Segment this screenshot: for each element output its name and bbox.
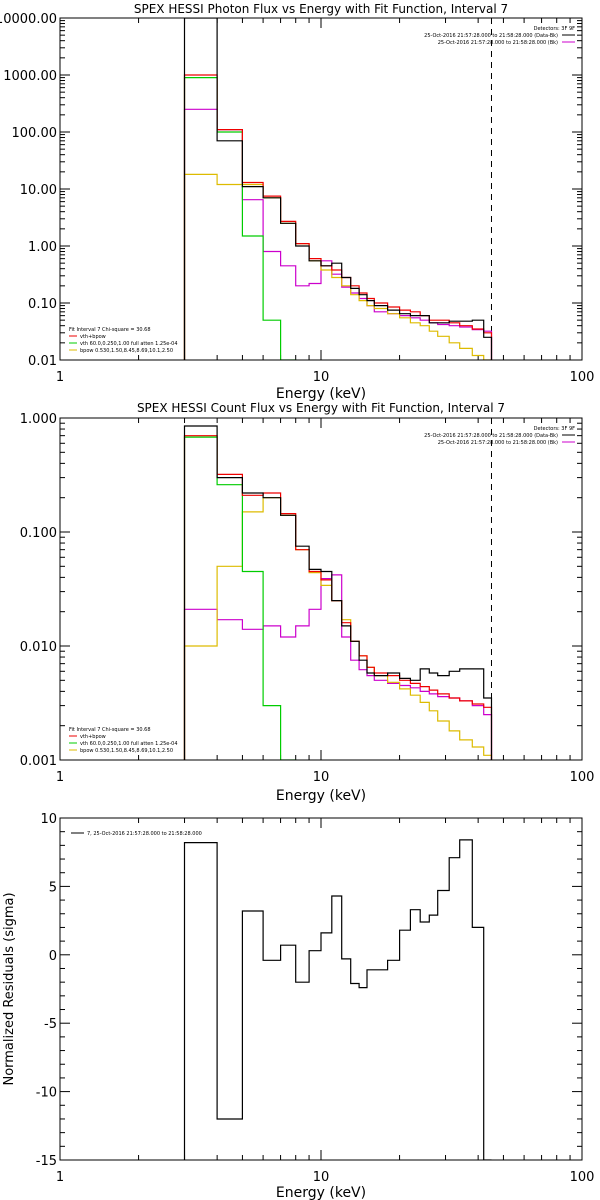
series-data xyxy=(183,839,492,1160)
x-tick-label: 1 xyxy=(56,1170,64,1185)
legend-entry: vth 60.0,0.250,1.00 full atten 1.25e-04 xyxy=(80,341,178,347)
x-tick-label: 10 xyxy=(313,770,330,785)
legend-entry: bpow 0.530,1.50,8.45,8.69,10.1,2.50 xyxy=(80,748,173,754)
x-tick-label: 1 xyxy=(56,770,64,785)
y-tick-label: 100.00 xyxy=(12,126,58,141)
y-tick-label: -15 xyxy=(36,1154,57,1169)
y-tick-label: 0 xyxy=(49,949,57,964)
y-tick-label: 0.10 xyxy=(28,297,57,312)
y-tick-label: -5 xyxy=(44,1017,57,1032)
y-tick-label: 1000.00 xyxy=(3,69,57,84)
chart-title: SPEX HESSI Photon Flux vs Energy with Fi… xyxy=(134,2,508,16)
y-tick-label: 5 xyxy=(49,880,57,895)
legend-fit-info: Fit Interval 7 Chi-square = 30.68 xyxy=(69,327,151,333)
x-tick-label: 10 xyxy=(313,1170,330,1185)
series-data xyxy=(183,18,493,360)
y-tick-label: 10 xyxy=(40,812,57,827)
legend-entry: vth+bpow xyxy=(80,734,106,740)
y-tick-label: 10.00 xyxy=(20,183,57,198)
series-total xyxy=(183,74,493,360)
legend-fit-info: Fit Interval 7 Chi-square = 30.68 xyxy=(69,727,151,733)
plot-frame xyxy=(59,17,583,361)
legend-title: Detectors: 3F 9F xyxy=(534,26,575,32)
y-tick-label: 10000.00 xyxy=(0,12,57,27)
y-tick-label: 0.010 xyxy=(20,640,57,655)
series-vth xyxy=(183,436,296,760)
series-bpow xyxy=(183,173,492,360)
series-background xyxy=(183,574,493,760)
chart-panel-1: SPEX HESSI Photon Flux vs Energy with Fi… xyxy=(0,2,594,402)
x-tick-label: 1 xyxy=(56,370,64,385)
plot-frame xyxy=(59,817,583,1161)
y-tick-label: 1.000 xyxy=(20,412,57,427)
legend-title: Detectors: 3F 9F xyxy=(534,426,575,432)
legend-entry: 25-Oct-2016 21:57:28.000 to 21:58:28.000… xyxy=(424,33,558,39)
legend-entry: 25-Oct-2016 21:57:28.000 to 21:58:28.000… xyxy=(438,440,558,446)
y-tick-label: 0.01 xyxy=(28,354,57,369)
y-tick-label: 1.00 xyxy=(28,240,57,255)
x-tick-label: 100 xyxy=(570,770,595,785)
plot-frame xyxy=(59,417,583,761)
legend-entry: 7, 25-Oct-2016 21:57:28.000 to 21:58:28.… xyxy=(87,831,202,837)
x-tick-label: 10 xyxy=(313,370,330,385)
y-axis-label: Normalized Residuals (sigma) xyxy=(2,892,17,1085)
chart-panel-2: SPEX HESSI Count Flux vs Energy with Fit… xyxy=(20,401,595,804)
legend-entry: vth 60.0,0.250,1.00 full atten 1.25e-04 xyxy=(80,741,178,747)
chart-panel-3: Energy (keV) Normalized Residuals (sigma)… xyxy=(2,812,594,1200)
x-axis-label: Energy (keV) xyxy=(276,386,366,402)
x-axis-label: Energy (keV) xyxy=(276,1185,366,1200)
legend-entry: vth+bpow xyxy=(80,334,106,340)
series-vth xyxy=(183,77,296,360)
legend-entry: 25-Oct-2016 21:57:28.000 to 21:58:28.000… xyxy=(424,433,558,439)
legend-entry: bpow 0.530,1.50,8.45,8.69,10.1,2.50 xyxy=(80,348,173,354)
x-tick-label: 100 xyxy=(570,1170,595,1185)
series-data xyxy=(183,425,493,760)
y-tick-label: -10 xyxy=(36,1086,57,1101)
y-tick-label: 0.100 xyxy=(20,526,57,541)
y-tick-label: 0.001 xyxy=(20,754,57,769)
series-bpow xyxy=(183,497,493,760)
x-axis-label: Energy (keV) xyxy=(276,788,366,804)
legend-entry: 25-Oct-2016 21:57:28.000 to 21:58:28.000… xyxy=(438,40,558,46)
chart-title: SPEX HESSI Count Flux vs Energy with Fit… xyxy=(137,401,505,415)
x-tick-label: 100 xyxy=(570,370,595,385)
